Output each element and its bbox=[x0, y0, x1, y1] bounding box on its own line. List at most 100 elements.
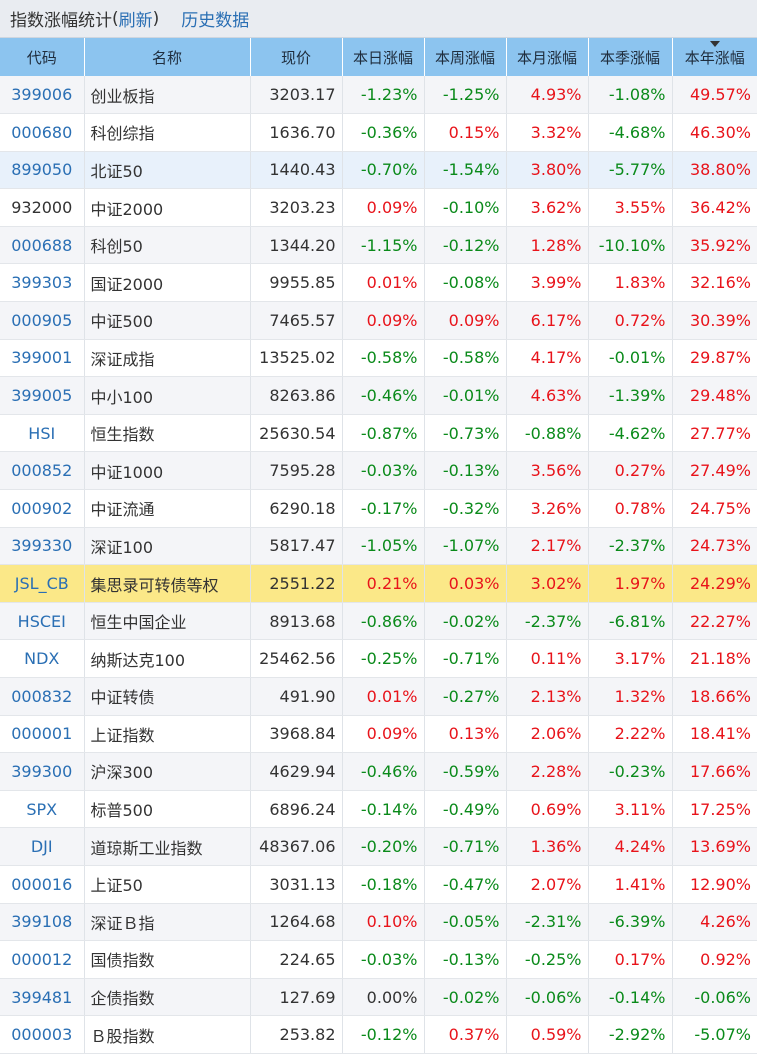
table-row[interactable]: 000902 中证流通 6290.18 -0.17% -0.32% 3.26% 0.78% 2… bbox=[0, 489, 757, 528]
index-code-link[interactable]: NDX bbox=[24, 649, 60, 669]
table-row[interactable]: 000003 Ｂ股指数 253.82 -0.12% 0.37% 0.59% -2.92% -5… bbox=[0, 1015, 757, 1054]
table-row[interactable]: 000905 中证500 7465.57 0.09% 0.09% 6.17% 0.72% 30… bbox=[0, 301, 757, 340]
quarter-change-cell: -5.77% bbox=[588, 151, 673, 190]
paren-open: ( bbox=[112, 8, 119, 29]
week-change-cell: -1.25% bbox=[424, 76, 507, 115]
col-header-week-change[interactable]: 本周涨幅 bbox=[424, 38, 507, 76]
col-header-month-change[interactable]: 本月涨幅 bbox=[506, 38, 589, 76]
price-cell: 9955.85 bbox=[250, 263, 343, 303]
index-code-link[interactable]: 000003 bbox=[11, 1025, 73, 1045]
price-cell: 8913.68 bbox=[250, 602, 343, 641]
table-row[interactable]: 000012 国债指数 224.65 -0.03% -0.13% -0.25% 0.17% 0… bbox=[0, 940, 757, 979]
table-row[interactable]: DJI 道琼斯工业指数 48367.06 -0.20% -0.71% 1.36% 4.24%… bbox=[0, 827, 757, 866]
index-code-link[interactable]: HSCEI bbox=[17, 611, 66, 631]
col-header-year-change[interactable]: 本年涨幅 bbox=[672, 38, 757, 76]
name-cell: 中证1000 bbox=[84, 451, 251, 491]
day-change-cell: 0.10% bbox=[342, 903, 425, 942]
index-code-link[interactable]: 000832 bbox=[11, 686, 73, 706]
index-code-link[interactable]: 399300 bbox=[11, 761, 73, 781]
table-row[interactable]: HSI 恒生指数 25630.54 -0.87% -0.73% -0.88% -4.62% 2… bbox=[0, 414, 757, 453]
year-change-cell: 0.92% bbox=[672, 940, 757, 979]
index-code-link[interactable]: 399108 bbox=[11, 912, 73, 932]
index-code-link[interactable]: 399330 bbox=[11, 536, 73, 556]
table-row[interactable]: 000852 中证1000 7595.28 -0.03% -0.13% 3.56% 0.27… bbox=[0, 451, 757, 491]
index-code-link[interactable]: 399005 bbox=[11, 386, 73, 406]
month-change-cell: 0.69% bbox=[506, 790, 589, 829]
col-header-name[interactable]: 名称 bbox=[84, 38, 251, 76]
index-code-link[interactable]: DJI bbox=[30, 837, 53, 857]
index-code-link[interactable]: 000012 bbox=[11, 949, 73, 969]
week-change-cell: -0.13% bbox=[424, 451, 507, 491]
index-code-link[interactable]: 399006 bbox=[11, 85, 73, 105]
col-header-quarter-change[interactable]: 本季涨幅 bbox=[588, 38, 673, 76]
table-row[interactable]: 000688 科创50 1344.20 -1.15% -0.12% 1.28% -10.10… bbox=[0, 226, 757, 265]
table-row[interactable]: 000016 上证50 3031.13 -0.18% -0.47% 2.07% 1.41% 1… bbox=[0, 865, 757, 904]
history-data-link[interactable]: 历史数据 bbox=[181, 11, 250, 31]
name-cell: 国债指数 bbox=[84, 940, 251, 979]
table-row[interactable]: 399300 沪深300 4629.94 -0.46% -0.59% 2.28% -0.23… bbox=[0, 752, 757, 791]
week-change-cell: -0.02% bbox=[424, 978, 507, 1017]
table-row[interactable]: 000832 中证转债 491.90 0.01% -0.27% 2.13% 1.32% 18.… bbox=[0, 677, 757, 716]
table-row[interactable]: 399481 企债指数 127.69 0.00% -0.02% -0.06% -0.14% -… bbox=[0, 978, 757, 1017]
table-row[interactable]: 000680 科创综指 1636.70 -0.36% 0.15% 3.32% -4.68% 4… bbox=[0, 113, 757, 152]
index-code-link[interactable]: 399481 bbox=[11, 987, 73, 1007]
table-row[interactable]: JSL_CB 集思录可转债等权 2551.22 0.21% 0.03% 3.02% 1.97… bbox=[0, 564, 757, 603]
table-row[interactable]: 399006 创业板指 3203.17 -1.23% -1.25% 4.93% -1.08%… bbox=[0, 76, 757, 115]
month-change-cell: 4.17% bbox=[506, 339, 589, 378]
day-change-cell: -0.70% bbox=[342, 151, 425, 190]
price-cell: 2551.22 bbox=[250, 564, 343, 603]
table-row[interactable]: NDX 纳斯达克100 25462.56 -0.25% -0.71% 0.11% 3.17%… bbox=[0, 639, 757, 678]
col-header-label: 代码 bbox=[26, 48, 57, 67]
index-code-link[interactable]: JSL_CB bbox=[14, 574, 69, 594]
name-cell: 沪深300 bbox=[84, 752, 251, 791]
month-change-cell: 2.07% bbox=[506, 865, 589, 904]
index-code-link[interactable]: 000016 bbox=[11, 874, 73, 894]
price-cell: 491.90 bbox=[250, 677, 343, 716]
price-cell: 1636.70 bbox=[250, 113, 343, 152]
code-cell: 000001 bbox=[0, 715, 85, 754]
quarter-change-cell: -0.01% bbox=[588, 339, 673, 378]
code-cell: 399481 bbox=[0, 978, 85, 1017]
table-row[interactable]: 399005 中小100 8263.86 -0.46% -0.01% 4.63% -1.39… bbox=[0, 376, 757, 415]
table-row[interactable]: 899050 北证50 1440.43 -0.70% -1.54% 3.80% -5.77%… bbox=[0, 151, 757, 190]
table-row[interactable]: 932000 中证2000 3203.23 0.09% -0.10% 3.62% 3.55%… bbox=[0, 188, 757, 227]
code-cell: 000003 bbox=[0, 1015, 85, 1054]
col-header-day-change[interactable]: 本日涨幅 bbox=[342, 38, 425, 76]
index-code-link[interactable]: 000001 bbox=[11, 724, 73, 744]
quarter-change-cell: 1.41% bbox=[588, 865, 673, 904]
index-code-link[interactable]: 000902 bbox=[11, 498, 73, 518]
index-code-link[interactable]: 399303 bbox=[11, 273, 73, 293]
quarter-change-cell: 1.32% bbox=[588, 677, 673, 716]
year-change-cell: 4.26% bbox=[672, 903, 757, 942]
index-code-link[interactable]: 399001 bbox=[11, 348, 73, 368]
index-code-link[interactable]: 000852 bbox=[11, 461, 73, 481]
month-change-cell: 3.62% bbox=[506, 188, 589, 227]
year-change-cell: 35.92% bbox=[672, 226, 757, 265]
code-cell: 399330 bbox=[0, 527, 85, 566]
col-header-price[interactable]: 现价 bbox=[250, 38, 343, 76]
col-header-code[interactable]: 代码 bbox=[0, 38, 85, 76]
index-code-link[interactable]: 899050 bbox=[11, 160, 73, 180]
table-row[interactable]: 399330 深证100 5817.47 -1.05% -1.07% 2.17% -2.37… bbox=[0, 527, 757, 566]
index-code-link[interactable]: HSI bbox=[28, 423, 56, 443]
table-row[interactable]: 000001 上证指数 3968.84 0.09% 0.13% 2.06% 2.22% 18.… bbox=[0, 715, 757, 754]
index-code-link[interactable]: 000680 bbox=[11, 122, 73, 142]
day-change-cell: 0.21% bbox=[342, 564, 425, 603]
code-cell: 000012 bbox=[0, 940, 85, 979]
day-change-cell: -1.05% bbox=[342, 527, 425, 566]
day-change-cell: -0.20% bbox=[342, 827, 425, 866]
table-row[interactable]: 399108 深证Ｂ指 1264.68 0.10% -0.05% -2.31% -6.39%… bbox=[0, 903, 757, 942]
table-row[interactable]: SPX 标普500 6896.24 -0.14% -0.49% 0.69% 3.11% 17.… bbox=[0, 790, 757, 829]
week-change-cell: -0.12% bbox=[424, 226, 507, 265]
quarter-change-cell: 1.97% bbox=[588, 564, 673, 603]
table-row[interactable]: HSCEI 恒生中国企业 8913.68 -0.86% -0.02% -2.37% -6.8… bbox=[0, 602, 757, 641]
code-cell: 932000 bbox=[0, 188, 85, 227]
name-cell: 企债指数 bbox=[84, 978, 251, 1017]
table-row[interactable]: 399303 国证2000 9955.85 0.01% -0.08% 3.99% 1.83%… bbox=[0, 263, 757, 303]
refresh-link[interactable]: 刷新 bbox=[118, 11, 153, 31]
day-change-cell: 0.00% bbox=[342, 978, 425, 1017]
index-code-link[interactable]: 000905 bbox=[11, 310, 73, 330]
index-code-link[interactable]: SPX bbox=[26, 799, 58, 819]
index-code-link[interactable]: 000688 bbox=[11, 235, 73, 255]
table-row[interactable]: 399001 深证成指 13525.02 -0.58% -0.58% 4.17% -0.01… bbox=[0, 339, 757, 378]
